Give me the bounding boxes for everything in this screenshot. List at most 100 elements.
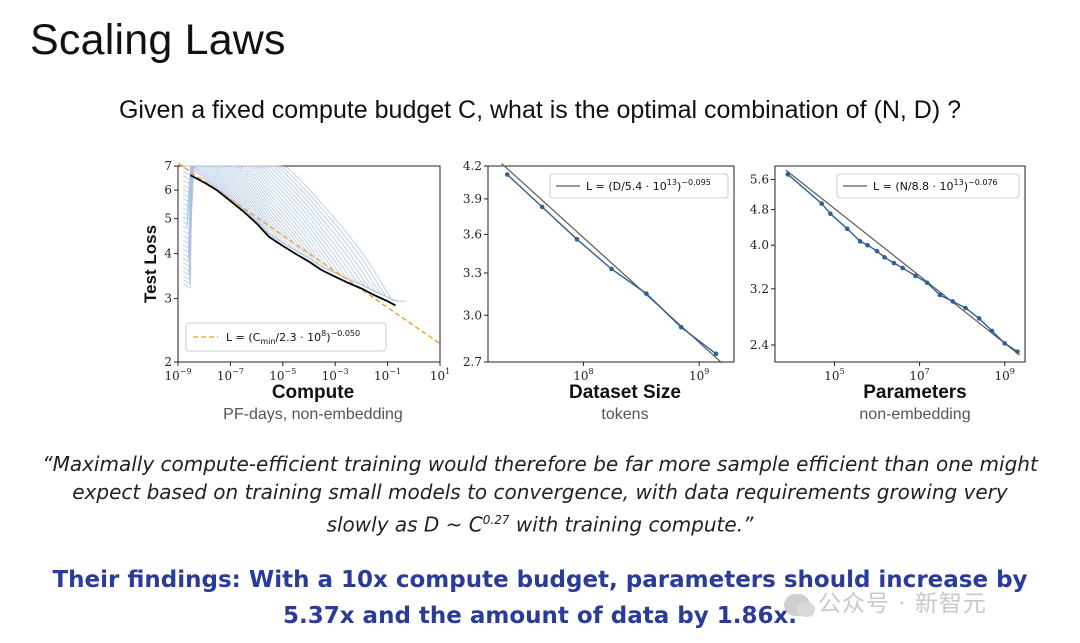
data-point [976,316,982,321]
tick-label: 107 [909,367,929,383]
data-point [950,299,956,304]
x-axis-sublabel: tokens [601,406,649,423]
x-axis-sublabel: non-embedding [859,406,971,423]
tick-label: 7 [164,159,172,173]
tick-label: 10−7 [217,367,244,383]
data-point [900,265,905,271]
x-axis-sublabel: PF-days, non-embedding [223,406,403,423]
data-point [882,254,887,260]
legend-text: L = (D/5.4 · 1013)−0.095 [586,178,711,193]
data-point [844,226,850,232]
legend: L = (Cmin/2.3 · 108)−0.050 [185,322,387,352]
fit-prefix: L = (N/8.8 · 10 [873,180,954,193]
tick-label: 5.6 [750,172,769,186]
data-point [574,237,580,242]
tick-label: 3.9 [463,192,482,206]
tick-label: 10−3 [322,367,349,383]
fit-sup1: 13 [667,178,677,187]
tick-label: 4.8 [750,203,769,217]
findings-text: Their findings: With a 10x compute budge… [52,567,1028,629]
frontier-line [190,174,396,307]
data-point [609,266,614,272]
data-point [937,292,943,298]
data-point [1015,349,1020,354]
tick-label: 101 [430,367,450,383]
tick-label: 3.3 [463,266,482,280]
data-point [913,273,918,279]
fit-subscript: min [260,337,275,346]
fit-exponent: −0.050 [330,329,360,338]
tick-label: 10−9 [164,367,191,383]
tick-label: 3.2 [750,282,769,296]
legend-text: L = (Cmin/2.3 · 108)−0.050 [226,329,360,346]
tick-label: 2.4 [750,338,769,352]
tick-label: 5 [164,212,172,226]
tick-label: 3 [164,292,172,306]
plot-frame [487,165,735,363]
data-point [713,351,719,357]
learning-curve [183,165,406,302]
tick-label: 4.2 [463,159,482,173]
data-point [891,260,897,266]
data-point [874,248,880,254]
tick-label: 2 [164,355,172,369]
quote-end: with training compute.” [509,512,754,537]
tick-label: 3.6 [463,227,482,241]
data-point [785,172,791,177]
data-point [1002,341,1007,346]
quote-text: “Maximally compute-efficient training wo… [40,450,1040,539]
watermark-text: 公众号 · 新智元 [818,591,987,617]
fit-line [785,169,1021,356]
legend: L = (N/8.8 · 1013)−0.076 [836,173,1020,199]
x-axis-label: Compute [271,382,355,403]
data-point [539,204,545,210]
data-point [989,328,995,334]
tick-label: 105 [824,367,844,383]
tick-label: 4 [164,247,172,261]
fit-prefix: L = (D/5.4 · 10 [586,180,667,193]
compute-chart-panel: 10−9 10−7 10−5 10−3 10−1 101 2 3 4 5 6 7 Test Loss … [138,158,450,428]
x-axis-label: Parameters [863,382,967,403]
fit-line [177,162,441,345]
data-point [857,239,863,244]
fit-exponent: −0.076 [968,178,998,187]
data-point [924,280,930,286]
legend-text: L = (N/8.8 · 1013)−0.076 [873,178,998,193]
fit-exponent: −0.095 [681,178,711,187]
dataset-chart: 108 109 2.7 3.0 3.3 3.6 3.9 4.2 L = (D/5.4 · 10… [463,159,735,383]
data-point [865,242,870,248]
tick-label: 10−5 [269,367,296,383]
data-point [828,211,833,217]
legend-box [836,173,1020,199]
data-point [963,305,968,311]
legend: L = (D/5.4 · 1013)−0.095 [549,173,729,199]
parameters-chart: 105 107 109 2.4 3.2 4.0 4.8 5.6 L = (N/8.8 · 10… [750,165,1026,383]
data-point [819,201,824,206]
x-axis-label: Dataset Size [569,382,681,403]
fit-mid: /2.3 · 10 [275,331,321,344]
tick-label: 108 [573,367,593,383]
legend-box [549,173,729,199]
tick-label: 109 [689,367,709,383]
data-point [504,172,510,177]
fit-sup1: 13 [954,178,964,187]
fit-prefix: L = (C [226,331,261,344]
dataset-chart-panel: 108 109 2.7 3.0 3.3 3.6 3.9 4.2 L = (D/5.4 · 10… [452,158,762,428]
legend-box [185,322,387,352]
tick-label: 6 [164,183,172,197]
tick-label: 2.7 [463,355,482,369]
tick-label: 10−1 [374,367,401,383]
quote-body: “Maximally compute-efficient training wo… [42,452,1038,537]
slide-subtitle: Given a fixed compute budget C, what is … [118,96,962,124]
data-point [644,291,649,296]
tick-label: 3.0 [463,308,482,322]
slide-title: Scaling Laws [30,16,286,64]
quote-exponent: 0.27 [482,513,510,527]
parameters-chart-panel: 105 107 109 2.4 3.2 4.0 4.8 5.6 L = (N/8.8 · 10… [745,158,1055,428]
tick-label: 4.0 [750,238,769,252]
y-axis-label: Test Loss [141,225,160,303]
wechat-icon [784,593,815,617]
data-point [678,324,684,330]
fit-sup1: 8 [321,329,326,338]
